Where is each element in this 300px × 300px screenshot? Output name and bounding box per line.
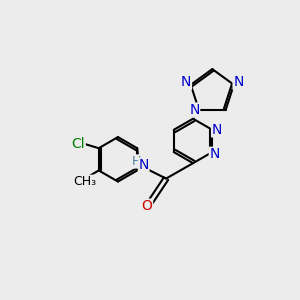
Text: N: N — [139, 158, 149, 172]
Text: Cl: Cl — [71, 137, 85, 151]
Text: N: N — [233, 76, 244, 89]
Text: N: N — [181, 76, 191, 89]
Text: CH₃: CH₃ — [74, 175, 97, 188]
Text: N: N — [209, 147, 220, 161]
Text: H: H — [132, 155, 142, 168]
Text: N: N — [212, 123, 222, 137]
Text: O: O — [142, 199, 152, 213]
Text: N: N — [189, 103, 200, 117]
